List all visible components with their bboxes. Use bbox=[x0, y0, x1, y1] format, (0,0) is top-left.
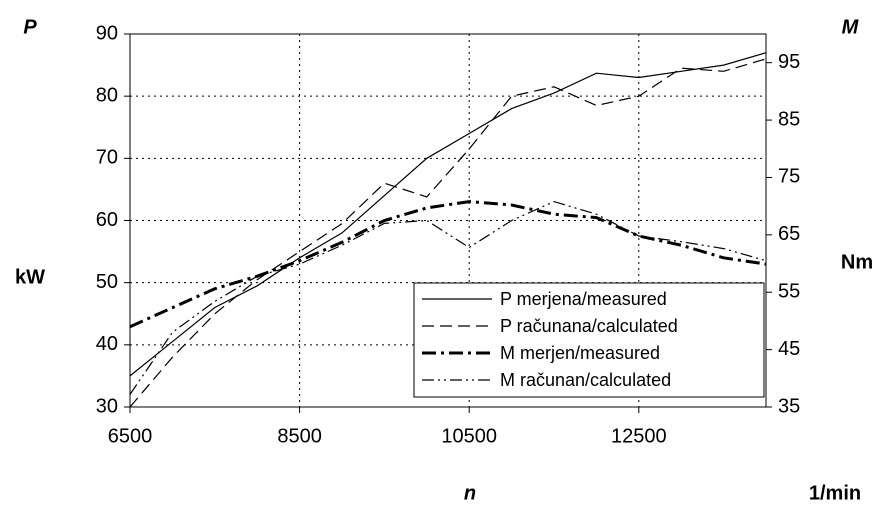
y2-symbol: M bbox=[842, 16, 860, 38]
legend-label: M merjen/measured bbox=[500, 343, 660, 363]
x-tick-label: 12500 bbox=[611, 425, 667, 447]
y2-tick-label: 75 bbox=[778, 166, 800, 188]
series-line bbox=[129, 200, 767, 329]
y-unit: kW bbox=[15, 266, 45, 288]
y-symbol: P bbox=[23, 16, 37, 38]
y2-tick-label: 65 bbox=[778, 223, 800, 245]
legend-label: P merjena/measured bbox=[500, 289, 667, 309]
y-tick-label: 80 bbox=[96, 84, 118, 106]
legend-box bbox=[413, 282, 765, 398]
y2-tick-label: 95 bbox=[778, 51, 800, 73]
x-tick-label: 10500 bbox=[441, 425, 497, 447]
legend-label: P računana/calculated bbox=[500, 316, 678, 336]
x-tick-label: 6500 bbox=[108, 425, 153, 447]
y2-tick-label: 45 bbox=[778, 338, 800, 360]
y2-unit: Nm bbox=[841, 251, 873, 273]
y-tick-label: 40 bbox=[96, 333, 118, 355]
x-label: n bbox=[464, 482, 476, 504]
y2-tick-label: 55 bbox=[778, 281, 800, 303]
series-line bbox=[129, 58, 767, 408]
y-tick-label: 30 bbox=[96, 395, 118, 417]
y-tick-label: 60 bbox=[96, 209, 118, 231]
y2-tick-label: 35 bbox=[778, 395, 800, 417]
plot-frame bbox=[129, 33, 767, 408]
y-tick-label: 70 bbox=[96, 147, 118, 169]
series-line bbox=[129, 200, 767, 395]
x-unit: 1/min bbox=[809, 482, 861, 504]
y2-tick-label: 85 bbox=[778, 108, 800, 130]
y-tick-label: 50 bbox=[96, 271, 118, 293]
legend-label: M računan/calculated bbox=[500, 370, 671, 390]
x-tick-label: 8500 bbox=[277, 425, 322, 447]
y-tick-label: 90 bbox=[96, 22, 118, 44]
